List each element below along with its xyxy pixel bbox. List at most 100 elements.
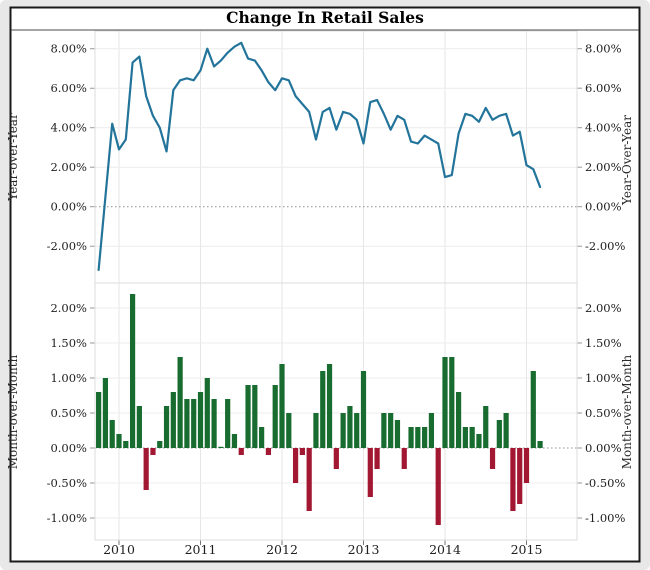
yoy-line xyxy=(97,41,542,271)
mom-bar-negative xyxy=(435,448,441,525)
mom-bar-positive xyxy=(225,399,231,448)
mom-bar-positive xyxy=(354,413,360,448)
y-tick-label-right: 1.00% xyxy=(585,371,622,385)
mom-bar-positive xyxy=(415,427,421,448)
mom-bar-positive xyxy=(381,413,387,448)
mom-bar-negative xyxy=(306,448,312,511)
mom-bar-positive xyxy=(96,392,102,448)
mom-bar-positive xyxy=(184,399,190,448)
mom-bar-negative xyxy=(367,448,373,497)
y-tick-label-left: 8.00% xyxy=(50,42,87,56)
mom-bar-positive xyxy=(340,413,346,448)
y-tick-label-right: -1.00% xyxy=(585,511,625,525)
mom-bar-negative xyxy=(489,448,496,469)
bottom-panel-border xyxy=(94,282,578,541)
mom-bar-negative xyxy=(523,448,530,483)
mom-bar-negative xyxy=(292,448,299,483)
mom-bar-positive xyxy=(252,385,258,448)
mom-bar-positive xyxy=(218,446,224,448)
mom-bar-positive xyxy=(123,441,129,448)
mom-bar-positive xyxy=(204,378,210,448)
mom-bar-positive xyxy=(177,357,183,448)
mom-bar-positive xyxy=(326,364,333,448)
mom-bar-positive xyxy=(476,434,482,448)
mom-bar-positive xyxy=(163,406,170,448)
y-tick-label-right: 8.00% xyxy=(585,42,622,56)
y-tick-label-right: 0.00% xyxy=(585,200,622,214)
y-tick-label-right: 2.00% xyxy=(585,160,622,174)
x-tick-label: 2013 xyxy=(348,542,380,557)
y-tick-label-right: 0.00% xyxy=(585,441,622,455)
mom-bar-positive xyxy=(388,413,394,448)
mom-bar-positive xyxy=(347,406,353,448)
mom-bar-positive xyxy=(129,294,136,448)
x-tick-label: 2011 xyxy=(185,542,217,557)
mom-bar-positive xyxy=(428,413,435,448)
mom-bar-positive xyxy=(286,413,292,448)
mom-bar-positive xyxy=(197,392,204,448)
y-tick-label-left: -2.00% xyxy=(47,239,87,253)
mom-bar-positive xyxy=(231,434,238,448)
mom-bar-positive xyxy=(157,441,163,448)
y-tick-label-left: 6.00% xyxy=(50,81,87,95)
mom-bar-positive xyxy=(313,413,319,448)
mom-bar-negative xyxy=(143,448,149,490)
mom-bar-positive xyxy=(116,434,122,448)
mom-bar-positive xyxy=(136,406,142,448)
mom-bar-negative xyxy=(374,448,380,469)
y-tick-label-right: -2.00% xyxy=(585,239,625,253)
mom-bar-negative xyxy=(299,448,305,455)
y-axis-title-right-top: Year-Over-Year xyxy=(620,115,634,206)
mom-bar-positive xyxy=(455,392,462,448)
mom-bar-positive xyxy=(530,371,536,448)
mom-bar-negative xyxy=(510,448,516,511)
y-tick-label-right: 0.50% xyxy=(585,406,622,420)
mom-bar-positive xyxy=(211,399,217,448)
mom-bar-positive xyxy=(483,406,489,448)
y-tick-label-right: 1.50% xyxy=(585,336,622,350)
mom-bar-positive xyxy=(191,399,197,448)
y-tick-label-left: 0.00% xyxy=(50,200,87,214)
x-tick-label: 2014 xyxy=(429,542,461,557)
mom-bar-negative xyxy=(238,448,244,455)
mom-bar-positive xyxy=(279,364,285,448)
y-axis-title-right-bottom: Month-over-Month xyxy=(620,354,634,469)
mom-bar-positive xyxy=(259,427,265,448)
mom-bar-positive xyxy=(408,427,414,448)
y-tick-label-right: 2.00% xyxy=(585,301,622,315)
y-tick-label-left: 0.50% xyxy=(50,406,87,420)
y-tick-label-left: 4.00% xyxy=(50,121,87,135)
mom-bar-positive xyxy=(449,357,455,448)
mom-bar-positive xyxy=(360,371,367,448)
mom-bar-negative xyxy=(333,448,339,469)
mom-bar-positive xyxy=(170,392,176,448)
mom-bar-positive xyxy=(109,420,115,448)
mom-bar-negative xyxy=(150,448,156,455)
y-tick-label-left: -1.00% xyxy=(47,511,87,525)
chart-title: Change In Retail Sales xyxy=(226,8,424,27)
mom-bar-positive xyxy=(272,385,278,448)
mom-bar-positive xyxy=(102,378,109,448)
mom-bar-positive xyxy=(537,441,543,448)
y-tick-label-left: 2.00% xyxy=(50,301,87,315)
y-tick-label-left: 2.00% xyxy=(50,160,87,174)
y-tick-label-right: 4.00% xyxy=(585,121,622,135)
mom-bar-positive xyxy=(320,371,326,448)
x-tick-label: 2010 xyxy=(103,542,135,557)
mom-bar-positive xyxy=(462,427,468,448)
mom-bar-negative xyxy=(265,448,272,455)
mom-bar-positive xyxy=(442,357,448,448)
y-tick-label-left: 0.00% xyxy=(50,441,87,455)
x-tick-label: 2012 xyxy=(266,542,298,557)
y-tick-label-right: -0.50% xyxy=(585,476,625,490)
mom-bar-positive xyxy=(245,385,251,448)
y-axis-title-left-top: Year-over-Year xyxy=(6,113,20,202)
y-tick-label-left: 1.00% xyxy=(50,371,87,385)
mom-bar-positive xyxy=(422,427,428,448)
mom-bar-positive xyxy=(394,420,401,448)
y-tick-label-right: 6.00% xyxy=(585,81,622,95)
mom-bar-positive xyxy=(469,427,475,448)
chart-frame xyxy=(9,6,641,563)
